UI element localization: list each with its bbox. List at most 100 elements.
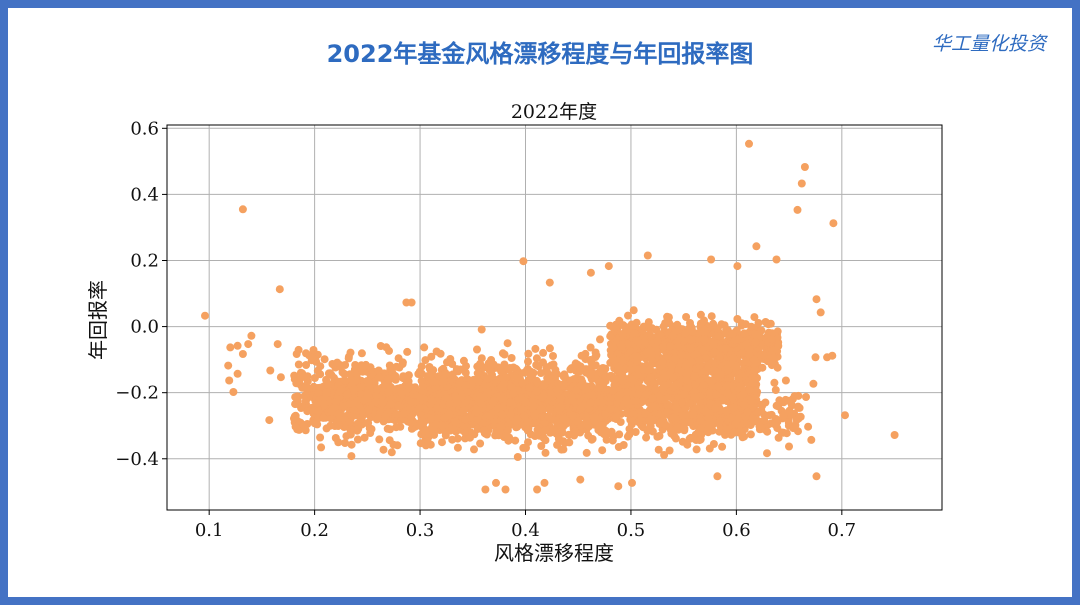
data-point — [291, 422, 300, 431]
data-point — [303, 407, 312, 416]
data-point — [534, 362, 543, 371]
data-point — [692, 445, 701, 454]
data-point — [559, 379, 568, 388]
data-point — [545, 344, 554, 353]
data-point — [513, 374, 522, 383]
data-point — [442, 393, 451, 402]
data-point — [597, 398, 606, 407]
data-point — [704, 424, 713, 433]
data-point — [781, 376, 790, 385]
data-point — [374, 366, 383, 375]
data-point — [521, 398, 530, 407]
data-point — [647, 324, 656, 333]
y-tick-label: 0.4 — [130, 184, 159, 205]
data-point — [541, 436, 550, 445]
data-point — [729, 353, 738, 362]
data-point — [654, 445, 663, 454]
x-tick-label: 0.6 — [722, 520, 751, 541]
data-point — [451, 392, 460, 400]
data-point — [757, 326, 766, 335]
data-point — [750, 365, 759, 374]
data-point — [432, 420, 440, 429]
data-point — [686, 319, 694, 327]
data-point — [531, 417, 540, 426]
data-point — [612, 412, 621, 421]
data-point — [498, 411, 507, 420]
data-point — [767, 335, 776, 344]
chart-title: 2022年度 — [511, 101, 597, 123]
data-point — [614, 482, 623, 491]
data-point — [714, 332, 723, 341]
data-point — [721, 344, 730, 353]
data-point — [443, 358, 451, 367]
data-point — [386, 425, 394, 434]
data-point — [472, 408, 481, 417]
data-point — [634, 365, 642, 374]
data-point — [812, 472, 821, 481]
data-point — [326, 421, 335, 430]
data-point — [570, 431, 579, 440]
data-point — [701, 407, 710, 416]
data-point — [545, 278, 554, 287]
slide-panel: 2022年基金风格漂移程度与年回报率图 华工量化投资 — [8, 8, 1072, 597]
data-point — [784, 396, 793, 405]
data-point — [448, 435, 457, 444]
data-point — [428, 397, 437, 406]
data-point — [699, 381, 708, 389]
data-point — [544, 375, 553, 384]
data-point — [811, 353, 820, 362]
data-point — [423, 437, 432, 446]
data-point — [609, 343, 618, 352]
data-point — [651, 403, 660, 412]
data-point — [559, 437, 568, 446]
data-point — [276, 373, 285, 382]
data-point — [543, 368, 552, 377]
data-point — [651, 385, 660, 394]
data-point — [480, 380, 489, 389]
data-point — [520, 411, 529, 420]
page-title: 2022年基金风格漂移程度与年回报率图 — [326, 40, 754, 68]
data-point — [364, 378, 373, 387]
data-point — [309, 346, 318, 354]
data-point — [733, 262, 742, 271]
data-point — [319, 413, 328, 422]
data-point — [533, 387, 541, 396]
data-point — [498, 394, 507, 403]
data-point — [378, 398, 387, 407]
data-point — [461, 381, 470, 390]
data-point — [477, 399, 486, 408]
data-point — [536, 369, 545, 377]
data-point — [711, 404, 720, 413]
data-point — [653, 432, 662, 441]
data-point — [685, 399, 694, 408]
data-point — [340, 370, 349, 378]
data-point — [481, 485, 490, 494]
data-point — [229, 388, 238, 396]
data-point — [540, 478, 549, 487]
data-point — [682, 370, 691, 379]
data-point — [322, 388, 331, 397]
data-point — [614, 394, 623, 403]
data-point — [518, 378, 527, 387]
data-point — [531, 344, 540, 353]
data-point — [333, 358, 342, 367]
data-point — [773, 363, 782, 372]
data-point — [476, 359, 485, 368]
x-tick-label: 0.1 — [195, 520, 224, 541]
y-axis-label: 年回报率 — [86, 280, 110, 360]
data-point — [416, 439, 425, 448]
data-point — [415, 367, 424, 376]
data-point — [695, 356, 704, 365]
data-point — [541, 448, 550, 457]
data-point — [375, 373, 383, 382]
data-point — [665, 446, 674, 455]
data-point — [334, 422, 343, 430]
data-point — [553, 385, 562, 394]
data-point — [625, 430, 634, 439]
data-point — [292, 350, 301, 358]
data-point — [316, 370, 325, 379]
data-point — [576, 475, 585, 484]
data-point — [341, 439, 349, 447]
data-point — [741, 357, 750, 366]
data-point — [802, 393, 810, 401]
